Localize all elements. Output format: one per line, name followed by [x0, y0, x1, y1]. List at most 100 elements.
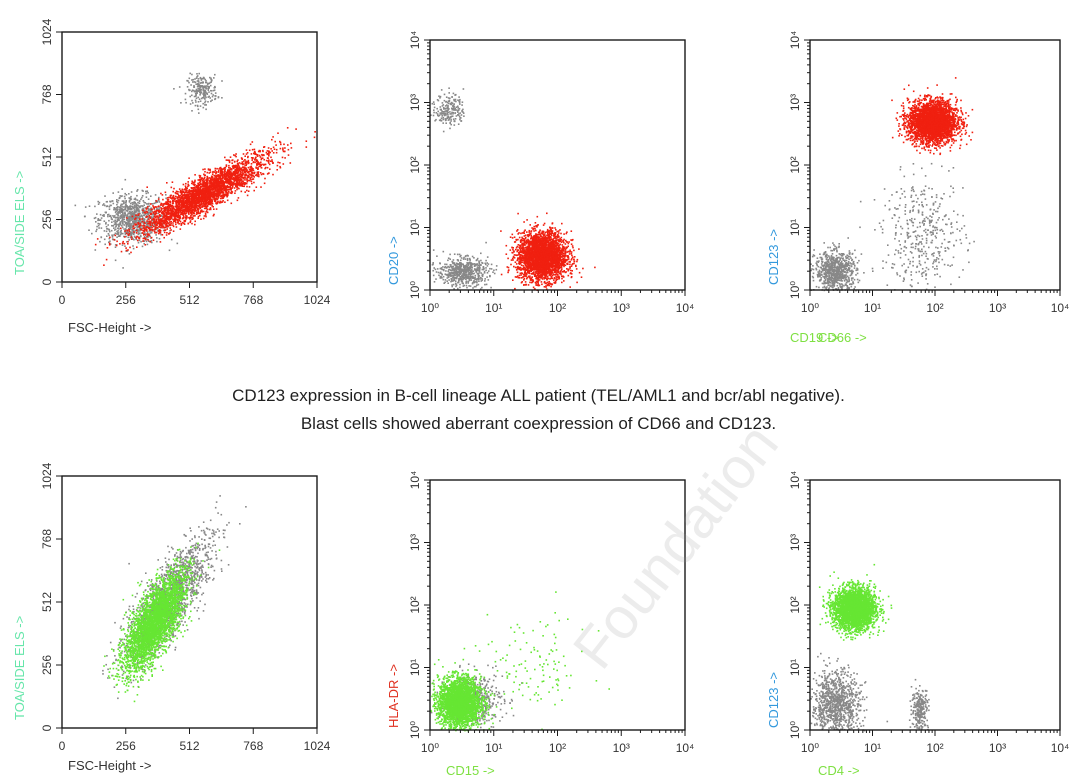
- data-point: [444, 112, 447, 115]
- data-point: [137, 222, 139, 224]
- data-point: [136, 190, 138, 192]
- data-point: [192, 195, 195, 197]
- data-point: [218, 174, 221, 177]
- data-point: [236, 178, 238, 181]
- data-point: [134, 224, 137, 226]
- data-point: [272, 146, 275, 149]
- data-point: [451, 275, 453, 277]
- data-point: [152, 225, 155, 228]
- data-point: [221, 187, 224, 189]
- data-point: [134, 215, 136, 218]
- data-point: [172, 206, 175, 208]
- data-point: [141, 211, 144, 214]
- data-point: [208, 208, 211, 211]
- data-point: [192, 200, 195, 203]
- data-point: [466, 254, 469, 257]
- data-point: [194, 174, 196, 176]
- data-point: [126, 223, 129, 226]
- data-point: [181, 195, 184, 197]
- data-point: [172, 202, 175, 204]
- data-point: [120, 221, 122, 223]
- data-point: [453, 103, 455, 105]
- data-point: [460, 270, 463, 272]
- data-point: [448, 117, 451, 119]
- data-point: [258, 149, 261, 152]
- data-point: [442, 122, 444, 124]
- data-point: [138, 237, 141, 240]
- data-point: [215, 175, 218, 178]
- data-point: [164, 229, 167, 231]
- data-point: [110, 218, 113, 220]
- data-point: [450, 269, 452, 272]
- data-point: [194, 189, 196, 192]
- data-point: [455, 93, 457, 96]
- data-point: [219, 193, 221, 195]
- data-point: [471, 272, 473, 274]
- data-point: [204, 197, 207, 200]
- data-point: [143, 234, 145, 236]
- data-point: [214, 175, 217, 178]
- data-point: [225, 165, 228, 167]
- data-point: [198, 200, 200, 202]
- scatter-points: [74, 72, 316, 269]
- data-point: [215, 179, 217, 181]
- data-point: [205, 108, 207, 111]
- data-point: [444, 279, 447, 281]
- data-point: [257, 162, 260, 164]
- data-point: [184, 188, 187, 191]
- data-point: [465, 265, 467, 268]
- data-point: [205, 88, 207, 90]
- data-point: [185, 216, 187, 218]
- data-point: [183, 219, 186, 222]
- data-point: [222, 193, 224, 196]
- data-point: [546, 281, 549, 284]
- data-point: [457, 274, 459, 277]
- data-point: [234, 190, 237, 192]
- data-point: [194, 81, 197, 84]
- data-point: [142, 222, 145, 225]
- data-point: [183, 210, 185, 212]
- data-point: [439, 112, 441, 114]
- data-point: [450, 116, 452, 118]
- data-point: [178, 196, 181, 199]
- data-point: [120, 207, 122, 209]
- data-point: [150, 230, 152, 232]
- data-point: [211, 184, 214, 187]
- data-point: [142, 210, 144, 213]
- data-point: [215, 202, 217, 205]
- data-point: [189, 216, 191, 219]
- data-point: [158, 231, 161, 234]
- data-point: [185, 202, 187, 204]
- data-point: [185, 101, 187, 104]
- data-point: [447, 270, 450, 272]
- data-point: [448, 87, 450, 89]
- data-point: [193, 194, 195, 196]
- data-point: [127, 208, 130, 211]
- data-point: [136, 246, 138, 248]
- data-point: [208, 172, 211, 174]
- data-point: [240, 185, 243, 187]
- data-point: [459, 283, 461, 286]
- data-point: [279, 147, 282, 150]
- data-point: [445, 122, 447, 124]
- data-point: [462, 88, 465, 90]
- y-axis-label: TOA/SIDE ELS ->: [12, 171, 27, 275]
- data-point: [214, 85, 216, 88]
- data-point: [215, 177, 217, 180]
- data-point: [467, 263, 470, 265]
- data-point: [216, 186, 218, 188]
- data-point: [227, 174, 230, 176]
- data-point: [451, 260, 453, 263]
- data-point: [136, 226, 139, 229]
- data-point: [446, 273, 448, 276]
- data-point: [222, 181, 225, 183]
- data-point: [177, 216, 179, 219]
- data-point: [108, 228, 110, 231]
- data-point: [128, 230, 131, 233]
- data-point: [202, 77, 204, 80]
- data-point: [177, 193, 179, 195]
- data-point: [162, 207, 165, 209]
- data-point: [220, 174, 223, 176]
- data-point: [155, 200, 158, 202]
- data-point: [484, 283, 486, 286]
